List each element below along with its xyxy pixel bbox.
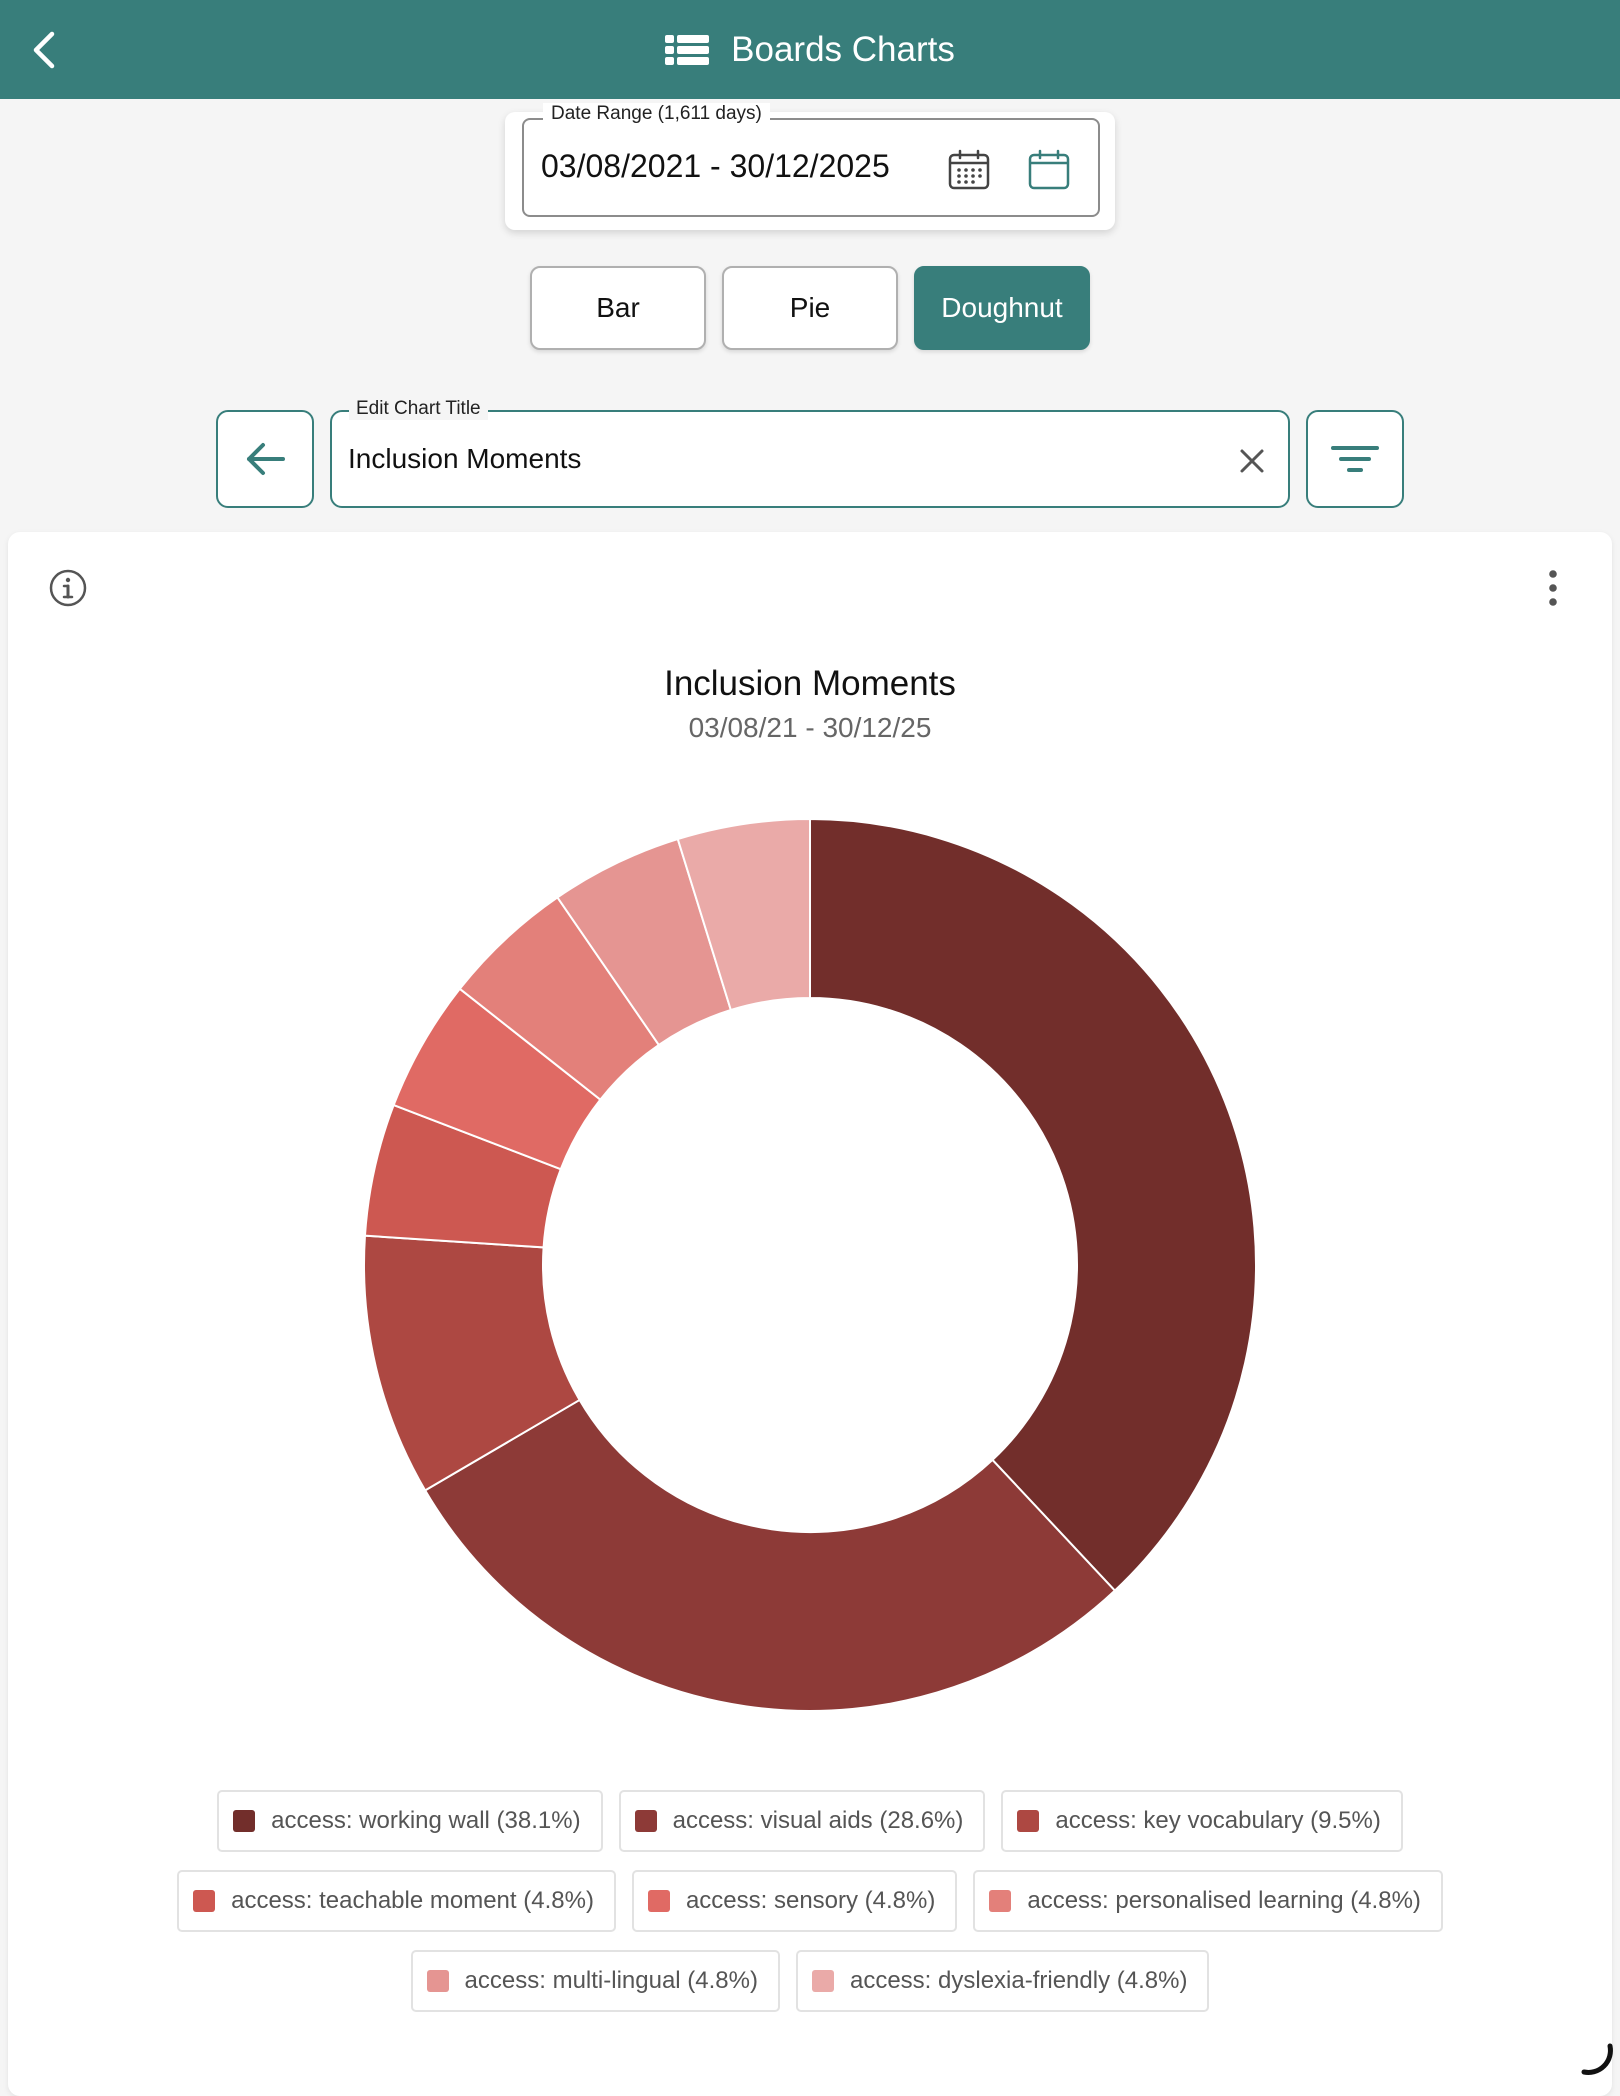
legend-item[interactable]: access: key vocabulary (9.5%) bbox=[1001, 1790, 1403, 1852]
legend-swatch bbox=[634, 1810, 657, 1832]
legend-item[interactable]: access: working wall (38.1%) bbox=[217, 1790, 603, 1852]
doughnut-slices bbox=[363, 817, 1257, 1712]
legend-swatch bbox=[426, 1970, 449, 1992]
chart-subtitle: 03/08/21 - 30/12/25 bbox=[689, 712, 932, 743]
legend-label: access: teachable moment (4.8%) bbox=[231, 1887, 594, 1914]
legend-label: access: dyslexia-friendly (4.8%) bbox=[849, 1967, 1188, 1994]
chart-type-bar-button[interactable]: Bar bbox=[530, 266, 706, 350]
clear-title-button[interactable] bbox=[1227, 436, 1277, 486]
chart-type-pie-button[interactable]: Pie bbox=[722, 266, 898, 350]
boards-icon bbox=[665, 34, 710, 65]
legend-item[interactable]: access: visual aids (28.6%) bbox=[618, 1790, 986, 1852]
legend-label: access: key vocabulary (9.5%) bbox=[1055, 1807, 1381, 1834]
legend-swatch bbox=[193, 1890, 216, 1912]
arrow-left-icon bbox=[247, 443, 285, 475]
more-vertical-icon[interactable] bbox=[1538, 566, 1568, 610]
legend-swatch bbox=[811, 1970, 834, 1992]
loading-spinner-icon bbox=[1581, 2043, 1613, 2075]
chart-card: Inclusion Moments 03/08/21 - 30/12/25 ac… bbox=[8, 532, 1612, 2096]
edit-chart-title-field[interactable]: Edit Chart Title bbox=[330, 398, 1290, 508]
doughnut-slice-0[interactable] bbox=[809, 817, 1257, 1592]
close-icon bbox=[1240, 449, 1264, 473]
page-title: Boards Charts bbox=[731, 29, 955, 69]
chart-title-input[interactable] bbox=[348, 432, 1198, 486]
calendar-grid-icon[interactable] bbox=[947, 148, 991, 192]
calendar-icon[interactable] bbox=[1027, 148, 1071, 192]
legend-swatch bbox=[989, 1890, 1012, 1912]
date-range-card: Date Range (1,611 days) 03/08/2021 - 30/… bbox=[505, 103, 1115, 230]
legend-item[interactable]: access: teachable moment (4.8%) bbox=[177, 1870, 616, 1932]
legend-item[interactable]: access: dyslexia-friendly (4.8%) bbox=[795, 1950, 1210, 2012]
legend-swatch bbox=[233, 1810, 256, 1832]
legend-label: access: personalised learning (4.8%) bbox=[1027, 1887, 1421, 1914]
filter-button[interactable] bbox=[1306, 410, 1404, 508]
legend-row: access: working wall (38.1%) access: visu… bbox=[8, 1790, 1612, 1852]
legend-label: access: sensory (4.8%) bbox=[685, 1887, 936, 1914]
title-back-button[interactable] bbox=[216, 410, 314, 508]
legend-label: access: multi-lingual (4.8%) bbox=[464, 1967, 758, 1994]
doughnut-slice-1[interactable] bbox=[423, 1398, 1117, 1712]
legend-row: access: teachable moment (4.8%) access: s… bbox=[8, 1870, 1612, 1932]
info-icon[interactable] bbox=[48, 568, 88, 608]
legend-item[interactable]: access: multi-lingual (4.8%) bbox=[410, 1950, 780, 2012]
legend-swatch bbox=[1017, 1810, 1040, 1832]
chart-type-doughnut-button[interactable]: Doughnut bbox=[914, 266, 1090, 350]
doughnut-slice-7[interactable] bbox=[676, 817, 811, 1012]
back-button[interactable] bbox=[20, 25, 70, 75]
edit-chart-title-label: Edit Chart Title bbox=[349, 398, 488, 420]
legend-swatch bbox=[647, 1890, 670, 1912]
legend-item[interactable]: access: personalised learning (4.8%) bbox=[973, 1870, 1443, 1932]
doughnut-chart: Inclusion Moments 03/08/21 - 30/12/25 bbox=[363, 664, 1257, 1712]
chart-legend: access: working wall (38.1%) access: visu… bbox=[8, 1790, 1612, 2030]
date-range-value: 03/08/2021 - 30/12/2025 bbox=[541, 148, 890, 184]
filter-icon bbox=[1331, 446, 1379, 472]
legend-label: access: visual aids (28.6%) bbox=[672, 1807, 964, 1834]
chevron-left-icon bbox=[33, 31, 55, 69]
legend-row: access: multi-lingual (4.8%) access: dysl… bbox=[8, 1950, 1612, 2012]
legend-label: access: working wall (38.1%) bbox=[271, 1807, 581, 1834]
date-range-label: Date Range (1,611 days) bbox=[543, 103, 770, 125]
chart-title: Inclusion Moments bbox=[664, 664, 956, 703]
legend-item[interactable]: access: sensory (4.8%) bbox=[631, 1870, 958, 1932]
top-bar: Boards Charts bbox=[0, 0, 1620, 99]
date-range-field[interactable]: Date Range (1,611 days) 03/08/2021 - 30/… bbox=[522, 103, 1100, 217]
